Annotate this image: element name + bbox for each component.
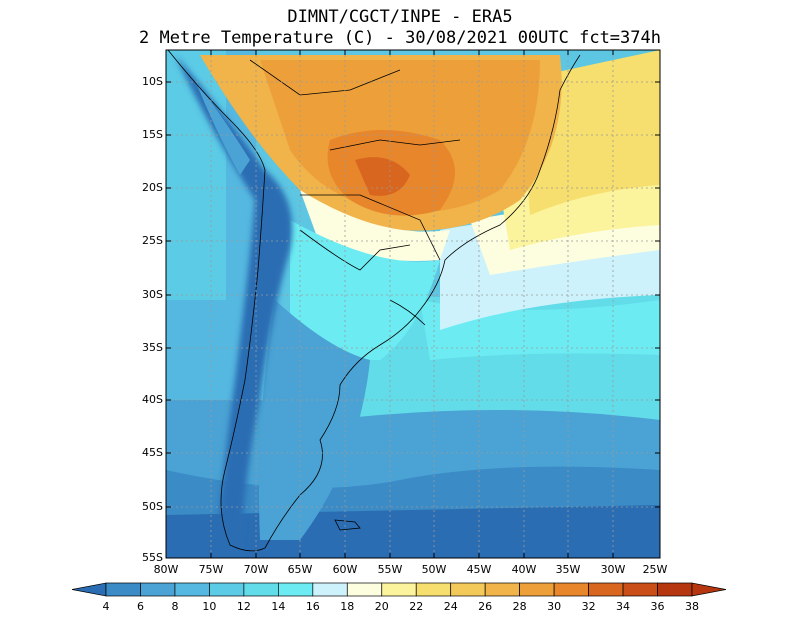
lon-label: 75W — [198, 563, 224, 576]
colorbar-swatch — [381, 582, 417, 597]
colorbar-label: 32 — [581, 600, 596, 613]
colorbar-swatch — [553, 582, 589, 597]
colorbar-label: 30 — [547, 600, 562, 613]
lat-label: 25S — [142, 234, 163, 247]
colorbar-arrow-high — [691, 582, 727, 597]
map-title: DIMNT/CGCT/INPE - ERA5 — [287, 7, 513, 27]
lat-label: 40S — [142, 393, 163, 406]
colorbar-swatch — [278, 582, 314, 597]
lat-label: 50S — [142, 500, 163, 513]
map-frame — [165, 49, 661, 559]
lon-label: 40W — [511, 563, 537, 576]
lat-label: 45S — [142, 446, 163, 459]
colorbar-swatch — [346, 582, 383, 597]
lat-label: 35S — [142, 341, 163, 354]
colorbar-label: 14 — [271, 600, 286, 613]
colorbar-label: 22 — [409, 600, 424, 613]
colorbar-label: 24 — [443, 600, 458, 613]
colorbar-swatch — [243, 582, 279, 597]
lon-label: 35W — [555, 563, 581, 576]
colorbar-swatch — [484, 582, 520, 597]
colorbar-swatch — [657, 582, 693, 597]
colorbar-swatch — [415, 582, 452, 597]
colorbar-swatch — [622, 582, 658, 597]
colorbar-swatch — [450, 582, 486, 597]
colorbar-label: 18 — [340, 600, 355, 613]
colorbar-swatch — [140, 582, 176, 597]
colorbar-label: 10 — [202, 600, 217, 613]
temperature-field — [166, 50, 660, 558]
lat-label: 55S — [142, 551, 163, 564]
colorbar-label: 26 — [478, 600, 493, 613]
lon-label: 50W — [421, 563, 447, 576]
coastlines — [167, 50, 581, 552]
lon-label: 30W — [600, 563, 626, 576]
lat-label: 20S — [142, 181, 163, 194]
colorbar-label: 12 — [236, 600, 251, 613]
colorbar-label: 36 — [650, 600, 665, 613]
lon-label: 60W — [332, 563, 358, 576]
lon-label: 25W — [642, 563, 668, 576]
colorbar-swatch — [312, 582, 348, 597]
lon-label: 70W — [243, 563, 269, 576]
colorbar-swatch — [519, 582, 555, 597]
lon-label: 65W — [287, 563, 313, 576]
colorbar-label: 4 — [102, 600, 110, 613]
colorbar-label: 20 — [374, 600, 389, 613]
colorbar-label: 34 — [616, 600, 631, 613]
colorbar-label: 8 — [171, 600, 179, 613]
colorbar-label: 6 — [136, 600, 144, 613]
colorbar-swatch — [588, 582, 624, 597]
map-subtitle: 2 Metre Temperature (C) - 30/08/2021 00U… — [139, 28, 661, 48]
lat-lon-grid — [166, 50, 660, 558]
colorbar-swatch — [209, 582, 245, 597]
colorbar-label: 38 — [685, 600, 699, 613]
lat-label: 30S — [142, 288, 163, 301]
lon-label: 80W — [153, 563, 179, 576]
colorbar-label: 16 — [305, 600, 320, 613]
colorbar-label: 28 — [512, 600, 527, 613]
lat-label: 15S — [142, 128, 163, 141]
colorbar-swatch — [105, 582, 141, 597]
lat-label: 10S — [142, 75, 163, 88]
colorbar — [71, 582, 727, 597]
lon-label: 45W — [466, 563, 492, 576]
colorbar-arrow-low — [71, 582, 107, 597]
colorbar-swatch — [174, 582, 210, 597]
lon-label: 55W — [377, 563, 403, 576]
